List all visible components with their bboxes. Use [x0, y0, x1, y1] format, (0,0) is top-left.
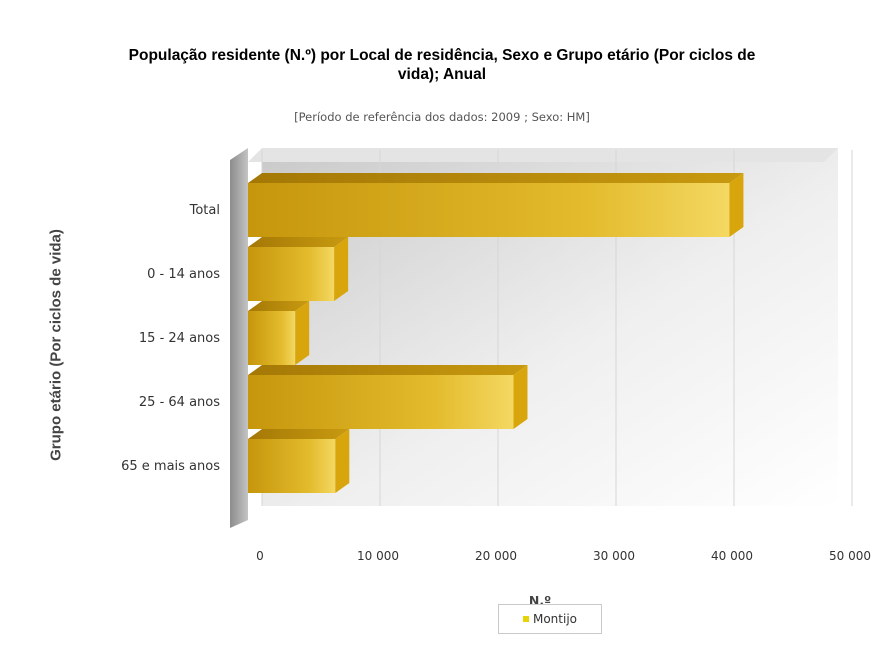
bar-top-2 [248, 301, 310, 311]
bar-side-0 [729, 173, 744, 237]
bar-top-4 [248, 429, 350, 439]
y-tick-label-4: 65 e mais anos [121, 459, 220, 474]
legend-swatch [522, 616, 529, 622]
x-tick-label-4: 40 000 [711, 549, 753, 563]
bar-top-0 [248, 173, 744, 183]
legend[interactable]: Montijo [498, 604, 602, 634]
bar-3 [248, 375, 514, 429]
bar-top-3 [248, 365, 528, 375]
y-tick-label-1: 0 - 14 anos [147, 267, 220, 282]
x-tick-label-3: 30 000 [593, 549, 635, 563]
x-tick-label-2: 20 000 [475, 549, 517, 563]
bar-side-4 [335, 429, 350, 493]
y-tick-label-3: 25 - 64 anos [139, 395, 220, 410]
bar-4 [248, 439, 336, 493]
plot-left-wall [230, 148, 248, 528]
bar-top-1 [248, 237, 349, 247]
bar-side-1 [334, 237, 349, 301]
y-axis-title: Grupo etário (Por ciclos de vida) [47, 229, 65, 461]
y-tick-label-2: 15 - 24 anos [139, 331, 220, 346]
bar-2 [248, 311, 296, 365]
legend-label-montijo: Montijo [532, 612, 577, 626]
chart-title: População residente (N.º) por Local de r… [0, 46, 884, 84]
x-tick-label-5: 50 000 [829, 549, 871, 563]
bar-0 [248, 183, 730, 237]
chart-subtitle: [Período de referência dos dados: 2009 ;… [294, 110, 590, 124]
y-tick-label-0: Total [189, 203, 220, 218]
chart-title-line-1: População residente (N.º) por Local de r… [128, 47, 756, 64]
chart-title-line-2: vida); Anual [397, 66, 487, 83]
bar-side-2 [295, 301, 310, 365]
bar-side-3 [513, 365, 528, 429]
x-tick-label-0: 0 [256, 549, 264, 563]
x-tick-label-1: 10 000 [357, 549, 399, 563]
plot-top-edge [248, 148, 838, 162]
bar-1 [248, 247, 335, 301]
